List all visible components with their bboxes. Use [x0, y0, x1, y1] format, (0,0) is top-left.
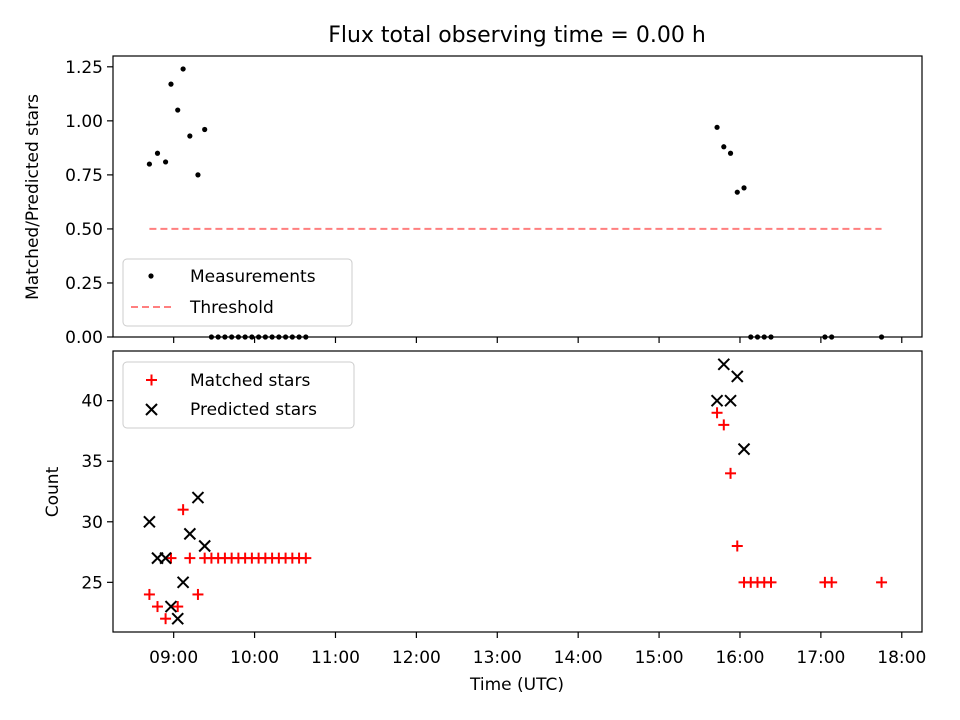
predicted-stars-point — [724, 394, 737, 407]
bottom-panel: 25 30 35 40 09:00 10:00 11:00 12:00 13:00 14:00 15… — [43, 350, 926, 695]
x-tick-label: 15:00 — [635, 648, 684, 668]
predicted-stars-point — [198, 539, 211, 553]
bottom-axes-frame — [112, 350, 923, 633]
measurements-point — [714, 124, 720, 130]
bottom-y-tick-label: 25 — [81, 573, 103, 593]
matched-stars-point — [725, 467, 737, 479]
top-legend-box — [122, 258, 353, 327]
x-tick-label: 16:00 — [715, 648, 764, 668]
legend-measurements-marker — [148, 273, 154, 279]
x-axis-label: Time (UTC) — [469, 675, 564, 695]
matched-stars-point — [826, 576, 838, 588]
predicted-stars-point — [191, 491, 205, 504]
measurements-point — [162, 159, 169, 165]
matched-stars-point — [172, 601, 184, 613]
top-ticks: 0.00 0.25 0.50 0.75 1.00 1.25 — [65, 58, 903, 348]
top-axes-frame — [112, 55, 923, 338]
x-tick-label: 10:00 — [230, 648, 279, 668]
measurements-point — [741, 185, 747, 191]
predicted-stars-point — [171, 612, 184, 625]
predicted-stars-point — [710, 394, 724, 407]
bottom-y-tick-label: 35 — [81, 452, 103, 472]
x-tick-label: 12:00 — [392, 648, 441, 668]
bottom-y-axis-label: Count — [43, 466, 63, 517]
predicted-stars-point — [717, 358, 731, 371]
measurements-point — [187, 133, 193, 139]
top-y-tick-label: 0.25 — [65, 274, 103, 294]
top-legend: Measurements Threshold — [122, 258, 353, 327]
legend-measurements-label: Measurements — [190, 267, 316, 287]
x-tick-label: 17:00 — [796, 648, 845, 668]
top-y-tick-label: 0.00 — [65, 328, 103, 348]
x-tick-label: 09:00 — [149, 648, 198, 668]
matched-stars-point — [765, 576, 777, 588]
matched-stars-point — [876, 576, 888, 588]
matched-stars-point — [300, 552, 312, 564]
measurements-point — [202, 126, 208, 133]
matched-stars-point — [143, 588, 155, 600]
bottom-marks — [143, 358, 888, 625]
top-y-tick-label: 0.50 — [65, 220, 103, 240]
matched-stars-point — [731, 540, 743, 552]
matched-stars-point — [184, 552, 196, 564]
measurements-point — [195, 172, 201, 178]
predicted-stars-point — [159, 551, 172, 565]
legend-matched-marker — [146, 374, 157, 386]
top-panel: 0.00 0.25 0.50 0.75 1.00 1.25 Matched/Predict… — [23, 55, 923, 348]
measurements-point — [734, 189, 740, 195]
top-y-axis-label: Matched/Predicted stars — [23, 94, 43, 300]
matched-stars-point — [177, 504, 189, 516]
matched-stars-point — [165, 552, 177, 564]
top-y-tick-label: 0.75 — [65, 166, 103, 186]
chart-title: Flux total observing time = 0.00 h — [328, 23, 706, 48]
x-tick-label: 18:00 — [877, 648, 926, 668]
predicted-stars-point — [737, 442, 751, 456]
matched-stars-point — [718, 419, 730, 431]
predicted-stars-point — [176, 576, 190, 589]
bottom-y-tick-label: 30 — [81, 513, 103, 533]
bottom-legend-box — [122, 361, 355, 429]
top-y-tick-label: 1.25 — [65, 58, 103, 78]
matched-stars-point — [192, 588, 204, 600]
measurements-point — [721, 144, 727, 150]
legend-matched-label: Matched stars — [190, 371, 310, 391]
matched-stars-point — [160, 613, 172, 625]
x-tick-label: 11:00 — [311, 648, 360, 668]
matched-stars-point — [151, 601, 163, 613]
bottom-legend: Matched stars Predicted stars — [122, 361, 355, 429]
bottom-y-tick-label: 40 — [81, 392, 103, 412]
predicted-stars-point — [164, 600, 178, 613]
x-tick-label: 14:00 — [554, 648, 603, 668]
bottom-ticks: 25 30 35 40 09:00 10:00 11:00 12:00 13:00 14:00 15… — [81, 392, 926, 668]
top-y-tick-label: 1.00 — [65, 112, 103, 132]
x-tick-label: 13:00 — [473, 648, 522, 668]
measurements-point — [727, 150, 734, 156]
legend-threshold-label: Threshold — [189, 298, 274, 318]
measurements-point — [168, 81, 174, 87]
legend-predicted-label: Predicted stars — [190, 400, 317, 420]
measurements-point — [180, 66, 186, 72]
predicted-stars-point — [183, 527, 197, 541]
matched-stars-point — [711, 407, 723, 419]
measurements-point — [146, 161, 153, 167]
measurements-point — [154, 150, 161, 156]
measurements-point — [175, 107, 181, 113]
predicted-stars-point — [143, 515, 156, 528]
legend-predicted-marker — [145, 403, 158, 416]
predicted-stars-point — [731, 370, 744, 383]
